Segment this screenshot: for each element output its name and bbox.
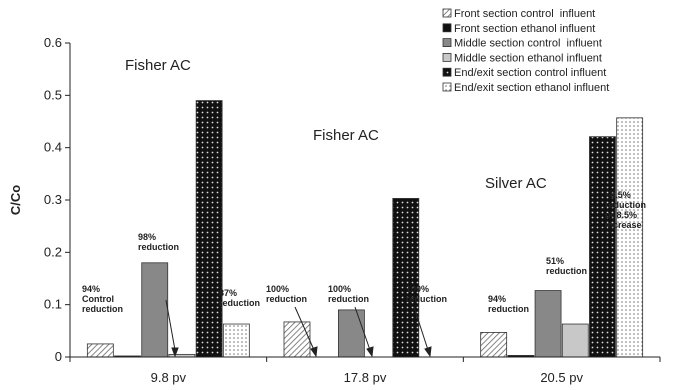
y-tick-label: 0.4 [44,140,62,155]
legend-swatch [442,53,452,62]
bar [534,290,562,358]
legend-label: End/exit section ethanol influent [454,82,609,94]
annotation-arrows [165,299,432,358]
annotation-text: reduction [219,298,260,308]
annotation-text: reduction [605,200,646,210]
annotations: 94%Controlreduction98%reduction87%reduct… [82,190,646,314]
bar [561,323,589,358]
bar [337,309,365,358]
y-tick-label: 0.2 [44,244,62,259]
y-axis-label: C/Co [8,185,23,215]
y-tick-label: 0 [55,349,62,364]
annotation-text: reduction [546,266,587,276]
annotation-text: reduction [406,294,447,304]
legend-swatch [442,82,452,92]
bar [392,198,420,358]
annotation-text: 87% [219,288,237,298]
annotation-text: −8.5% [605,190,631,200]
annotation-text: reduction [82,304,123,314]
legend-label: Middle section ethanol influent [454,52,602,64]
bar [222,323,250,358]
group-title-3: Silver AC [485,175,547,192]
legend-swatch [442,67,452,77]
bar [480,332,508,358]
annotation-text: 98% [138,232,156,242]
y-tick-label: 0.5 [44,87,62,102]
x-tick-label: 17.8 pv [344,370,387,385]
bars [86,100,644,358]
legend-swatch [442,38,452,47]
y-axis: 0 0.1 0.2 0.3 0.4 0.5 0.6 [44,35,70,364]
annotation-text: reduction [488,304,529,314]
annotation-text: 94% [82,284,100,294]
x-tick-label: 9.8 pv [151,370,187,385]
annotation-text: reduction [138,242,179,252]
group-title-1: Fisher AC [125,57,191,74]
annotation-text: 100% [266,284,289,294]
bar [283,321,311,358]
bar [589,136,616,358]
bar [86,343,114,358]
legend-swatch [442,23,452,33]
annotation-text: or 8.5% [605,210,637,220]
legend-label: Front section control influent [454,8,595,20]
legend: Front section control influent Front sect… [442,8,609,94]
legend-label: Front section ethanol influent [454,23,595,35]
y-tick-label: 0.1 [44,297,62,312]
legend-label: Middle section control influent [454,38,602,50]
annotation-text: reduction [266,294,307,304]
bar [141,262,169,358]
annotation-text: increase [605,220,642,230]
annotation-text: 100% [406,284,429,294]
annotation-text: reduction [328,294,369,304]
annotation-text: 51% [546,256,564,266]
bar [616,117,644,358]
annotation-text: 94% [488,294,506,304]
bar [195,100,223,358]
group-title-2: Fisher AC [313,127,379,144]
x-tick-label: 20.5 pv [540,370,583,385]
y-tick-label: 0.3 [44,192,62,207]
legend-swatch [442,8,452,18]
x-axis: 9.8 pv 17.8 pv 20.5 pv [69,357,661,385]
y-tick-label: 0.6 [44,35,62,50]
annotation-text: Control [82,294,114,304]
annotation-text: 100% [328,284,351,294]
legend-label: End/exit section control influent [454,67,606,79]
